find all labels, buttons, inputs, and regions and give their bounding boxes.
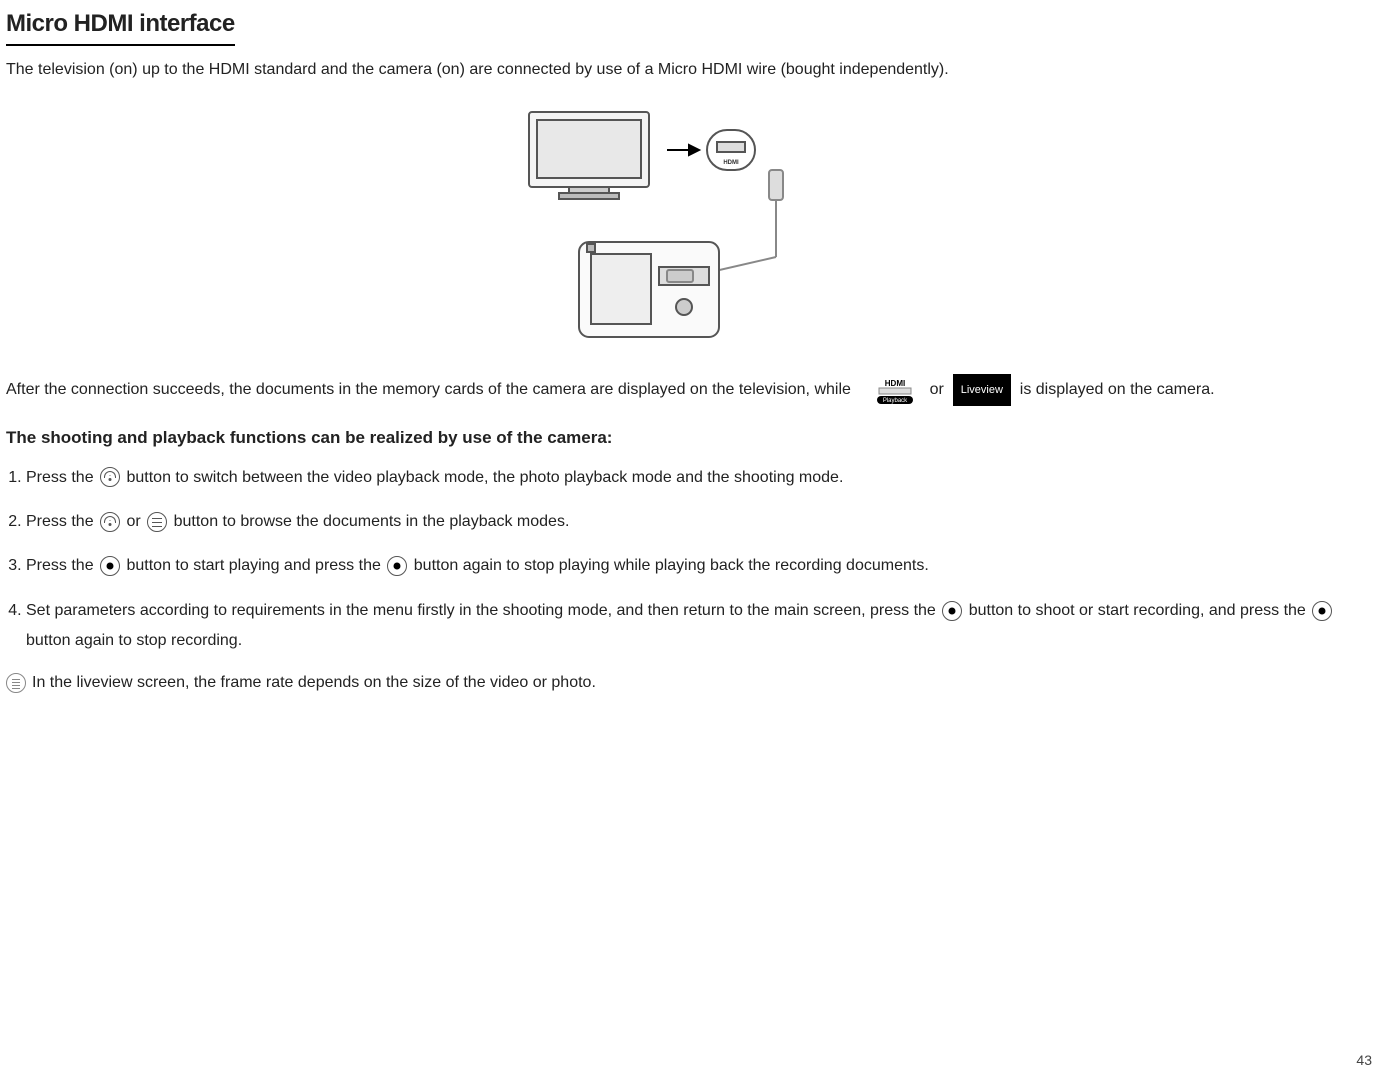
step-4a: Set parameters according to requirements… bbox=[26, 602, 940, 619]
intro-text: The television (on) up to the HDMI stand… bbox=[6, 58, 1372, 82]
conn-or: or bbox=[930, 381, 944, 398]
stop-record-button-icon bbox=[1312, 601, 1332, 621]
step-3a: Press the bbox=[26, 557, 98, 574]
browse-button-icon-2 bbox=[147, 512, 167, 532]
liveview-badge: Liveview bbox=[953, 374, 1011, 406]
svg-text:HDMI: HDMI bbox=[884, 379, 904, 388]
step-3c: button again to stop playing while playi… bbox=[414, 557, 929, 574]
step-2-or: or bbox=[126, 513, 145, 530]
svg-text:HDMI: HDMI bbox=[723, 160, 739, 166]
step-1a: Press the bbox=[26, 469, 98, 486]
connection-diagram: HDMI bbox=[6, 102, 1372, 342]
step-3b: button to start playing and press the bbox=[126, 557, 385, 574]
note-text: In the liveview screen, the frame rate d… bbox=[32, 671, 596, 695]
step-4c: button again to stop recording. bbox=[26, 632, 242, 649]
browse-button-icon-1 bbox=[100, 512, 120, 532]
play-button-icon bbox=[100, 556, 120, 576]
step-2b: button to browse the documents in the pl… bbox=[174, 513, 570, 530]
shoot-button-icon bbox=[942, 601, 962, 621]
conn-text-before: After the connection succeeds, the docum… bbox=[6, 381, 851, 398]
mode-button-icon bbox=[100, 467, 120, 487]
stop-button-icon bbox=[387, 556, 407, 576]
svg-text:Playback: Playback bbox=[883, 398, 908, 404]
step-2: Press the or button to browse the docume… bbox=[26, 507, 1372, 537]
connection-paragraph: After the connection succeeds, the docum… bbox=[6, 372, 1372, 407]
step-4: Set parameters according to requirements… bbox=[26, 596, 1372, 657]
conn-text-after: is displayed on the camera. bbox=[1020, 381, 1215, 398]
step-2a: Press the bbox=[26, 513, 98, 530]
step-1: Press the button to switch between the v… bbox=[26, 463, 1372, 493]
hdmi-playback-icon: HDMI Playback bbox=[869, 376, 921, 404]
steps-list: Press the button to switch between the v… bbox=[6, 463, 1372, 657]
step-4b: button to shoot or start recording, and … bbox=[969, 602, 1311, 619]
functions-subheading: The shooting and playback functions can … bbox=[6, 425, 1372, 451]
page-title: Micro HDMI interface bbox=[6, 6, 235, 46]
step-1b: button to switch between the video playb… bbox=[126, 469, 843, 486]
page-number: 43 bbox=[1356, 1050, 1372, 1071]
note-icon bbox=[6, 673, 26, 693]
note-row: In the liveview screen, the frame rate d… bbox=[6, 671, 1372, 695]
diagram-svg: HDMI bbox=[509, 102, 869, 342]
step-3: Press the button to start playing and pr… bbox=[26, 551, 1372, 581]
